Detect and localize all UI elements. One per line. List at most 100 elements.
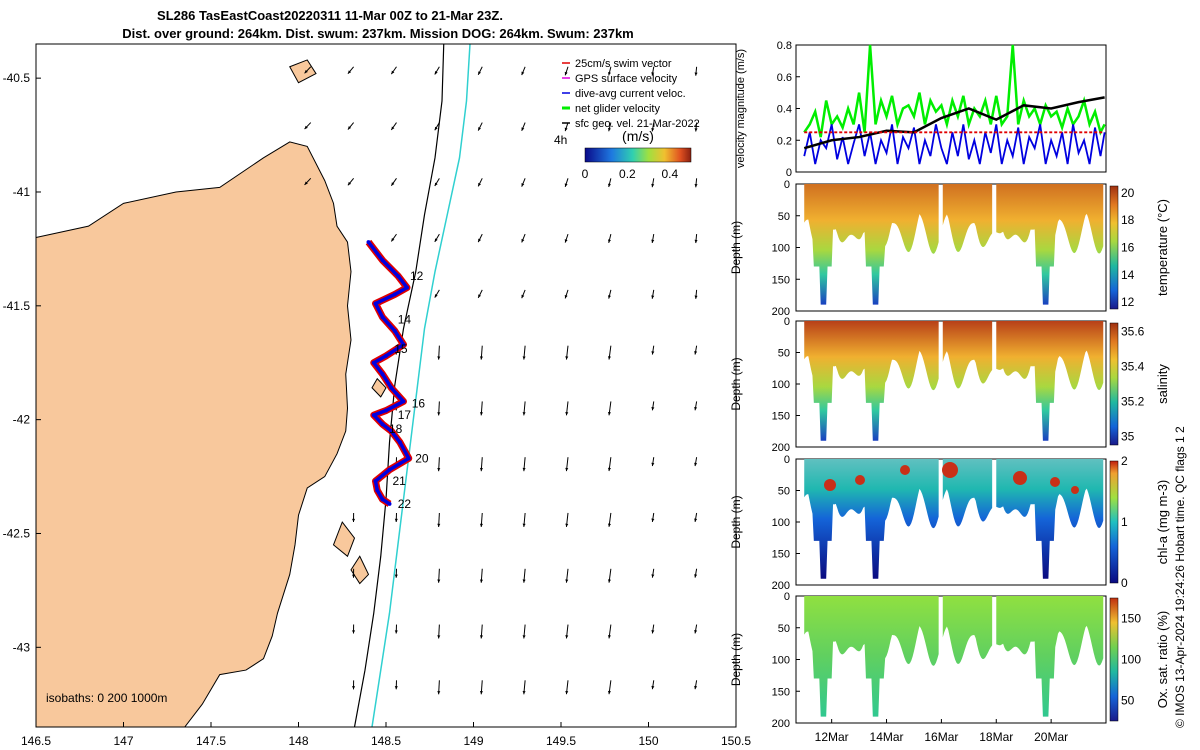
track-point bbox=[380, 422, 385, 427]
arrow-head bbox=[391, 238, 395, 242]
arrow-head bbox=[437, 356, 441, 360]
speed-colorbar: (m/s) 0 0.2 0.4 bbox=[582, 128, 692, 181]
arrow-head bbox=[352, 686, 356, 690]
x-tick-label: 147 bbox=[113, 734, 133, 748]
day-label: 20 bbox=[415, 451, 429, 465]
track-point bbox=[389, 429, 394, 434]
island-0 bbox=[371, 377, 387, 398]
arrow-head bbox=[352, 518, 356, 522]
track-point bbox=[396, 274, 401, 279]
arrow-head bbox=[651, 239, 655, 243]
hm-colorbar-tick-label: 150 bbox=[1121, 612, 1141, 626]
hm-colorbar-label: Ox. sat. ratio (%) bbox=[1155, 611, 1170, 709]
hm-y-axis-label: Depth (m) bbox=[729, 633, 743, 686]
colorbar-bar bbox=[584, 147, 692, 163]
hm-y-tick-label: 150 bbox=[772, 686, 790, 698]
map-x-ticks: 146.5 147 147.5 148 148.5 149 149.5 150 150.5 bbox=[21, 722, 751, 748]
arrow-head bbox=[694, 462, 698, 467]
arrow-head bbox=[394, 518, 398, 522]
arrow-head bbox=[694, 574, 698, 578]
hm-colorbar-tick-label: 20 bbox=[1121, 186, 1135, 200]
legend-entry: net glider velocity bbox=[575, 103, 660, 115]
track-point bbox=[389, 385, 394, 390]
hm-colorbar-tick-label: 0 bbox=[1121, 576, 1128, 590]
arrow-head bbox=[607, 183, 611, 188]
hm-x-tick-label: 12Mar bbox=[815, 730, 849, 744]
arrow-head bbox=[694, 518, 698, 522]
day-label: 22 bbox=[398, 497, 412, 511]
arrow-head bbox=[437, 691, 441, 695]
arrow-head bbox=[565, 467, 569, 472]
hm-colorbar-tick-label: 16 bbox=[1121, 241, 1135, 255]
hm-y-tick-label: 0 bbox=[784, 591, 790, 603]
velocity-series-line bbox=[803, 96, 1105, 150]
y-tick-label: -42 bbox=[13, 413, 31, 427]
hm-y-tick-label: 150 bbox=[772, 549, 790, 561]
day-label: 15 bbox=[394, 342, 408, 356]
arrow-head bbox=[651, 518, 655, 522]
geostrophic-velocity-field bbox=[304, 66, 698, 695]
arrow-head bbox=[479, 412, 483, 416]
hm-y-tick-label: 100 bbox=[772, 517, 790, 529]
x-tick-label: 146.5 bbox=[21, 734, 51, 748]
arrow-head bbox=[607, 356, 611, 360]
arrow-head bbox=[347, 126, 352, 130]
arrow-head bbox=[352, 630, 356, 634]
arrow-head bbox=[434, 182, 438, 187]
arrow-head bbox=[521, 127, 525, 131]
day-label: 17 bbox=[398, 408, 412, 422]
track-point bbox=[387, 467, 392, 472]
arrow-head bbox=[437, 579, 441, 583]
track-point bbox=[375, 488, 380, 493]
hm-colorbar-tick-label: 35.4 bbox=[1121, 360, 1145, 374]
arrow-head bbox=[347, 181, 352, 186]
arrow-head bbox=[607, 523, 611, 527]
hm-x-tick-label: 20Mar bbox=[1034, 730, 1068, 744]
arrow-head bbox=[522, 635, 526, 639]
map-legend: 25cm/s swim vector GPS surface velocity di… bbox=[562, 58, 700, 130]
arrow-head bbox=[437, 523, 441, 527]
arrow-head bbox=[304, 125, 308, 130]
x-tick-label: 148 bbox=[288, 734, 308, 748]
track-point bbox=[398, 440, 402, 445]
arrow-head bbox=[521, 238, 525, 243]
hm-colorbar bbox=[1109, 460, 1119, 584]
chla-hotspot bbox=[942, 462, 958, 478]
vel-y-tick-label: 0.4 bbox=[777, 104, 792, 116]
hm-y-tick-label: 150 bbox=[772, 274, 790, 286]
arrow-head bbox=[564, 239, 568, 243]
arrow-head bbox=[434, 238, 438, 242]
hm-x-tick-label: 14Mar bbox=[870, 730, 904, 744]
arrow-head bbox=[521, 183, 525, 187]
hm-colorbar-label: chl-a (mg m-3) bbox=[1155, 480, 1170, 565]
arrow-head bbox=[479, 579, 483, 583]
heatmap-data-field bbox=[804, 321, 1104, 441]
isobaths bbox=[353, 43, 471, 728]
arrow-head bbox=[437, 412, 441, 416]
arrow-head bbox=[651, 462, 655, 467]
day-label: 16 bbox=[412, 397, 426, 411]
legend-entry: 25cm/s swim vector bbox=[575, 58, 672, 70]
hm-colorbar-label: salinity bbox=[1155, 364, 1170, 404]
vel-y-tick-label: 0.8 bbox=[777, 40, 792, 52]
arrow-head bbox=[565, 412, 569, 416]
x-tick-label: 150.5 bbox=[721, 734, 751, 748]
arrow-head bbox=[394, 630, 398, 634]
hm-colorbar-tick-label: 35.2 bbox=[1121, 394, 1145, 408]
arrow-head bbox=[694, 295, 698, 299]
y-tick-label: -43 bbox=[13, 640, 31, 654]
track-point bbox=[401, 342, 406, 347]
colorbar-tick-label: 0 bbox=[582, 167, 589, 181]
arrow-head bbox=[394, 686, 398, 690]
track-point bbox=[384, 353, 388, 358]
y-tick-label: -40.5 bbox=[3, 71, 31, 85]
velocity-series-line bbox=[803, 124, 1106, 165]
chla-panel: 0 50 100 150 200 Depth (m) 0 1 2 chl-a (mg m-3) bbox=[729, 454, 1170, 592]
arrow-head bbox=[478, 71, 481, 75]
arrow-head bbox=[304, 181, 308, 185]
x-tick-label: 149 bbox=[463, 734, 483, 748]
track-point bbox=[384, 408, 388, 413]
hm-x-tick-label: 18Mar bbox=[979, 730, 1013, 744]
